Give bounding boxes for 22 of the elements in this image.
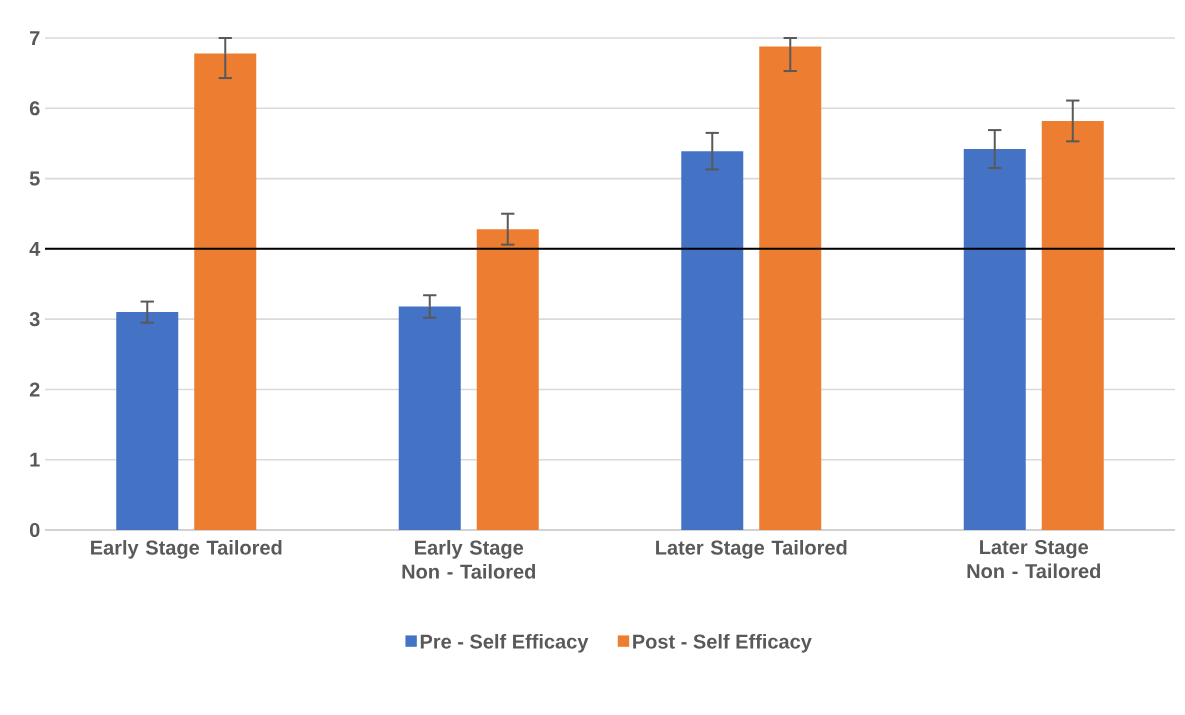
legend-label: Pre - Self Efficacy	[420, 634, 589, 653]
x-tick-label: Early Stage Tailored	[91, 540, 282, 559]
y-tick-label: 6	[29, 101, 40, 116]
y-tick-label: 1	[30, 452, 40, 467]
bar	[759, 46, 822, 530]
x-tick-label: Later Stage Tailored	[656, 540, 847, 559]
bar	[963, 149, 1026, 530]
bar	[1041, 120, 1104, 530]
x-tick-label: Later Stage Non - Tailored	[967, 540, 1101, 579]
y-tick-label: 0	[29, 522, 40, 538]
bar	[398, 306, 461, 530]
bar	[476, 229, 539, 530]
bar	[681, 151, 744, 530]
legend-label: Post - Self Efficacy	[633, 634, 812, 653]
y-tick-label: 4	[29, 241, 41, 256]
y-tick-label: 7	[30, 31, 40, 45]
x-tick-label: Early Stage Non - Tailored	[402, 540, 536, 579]
y-tick-label: 2	[29, 382, 40, 397]
y-tick-label: 5	[29, 171, 40, 186]
y-tick-label: 3	[29, 312, 40, 327]
bar	[116, 312, 179, 530]
bar	[194, 53, 257, 530]
